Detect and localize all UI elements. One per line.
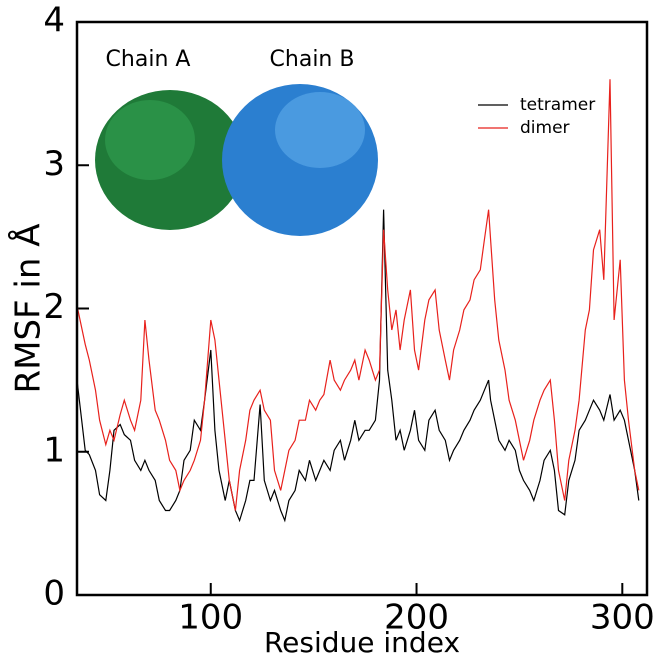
annotation: Chain B (270, 47, 355, 72)
chain-a-shape (105, 100, 195, 180)
y-tick-label: 4 (43, 1, 65, 41)
x-tick-label: 200 (384, 598, 449, 638)
y-tick-label: 0 (43, 574, 65, 614)
annotation: Chain A (106, 47, 191, 72)
data-line (76, 209, 640, 523)
y-axis-label: RMSF in Å (8, 224, 49, 394)
data-line (76, 79, 640, 511)
x-tick-label: 100 (178, 598, 243, 638)
x-axis-label: Residue index (264, 626, 460, 659)
x-tick-label: 300 (590, 598, 655, 638)
y-tick-label: 1 (43, 430, 65, 470)
chain-b-shape (275, 92, 365, 168)
legend-label: tetramer (520, 95, 595, 115)
legend-label: dimer (520, 118, 570, 138)
y-tick-label: 3 (43, 144, 65, 184)
y-tick-label: 2 (43, 287, 65, 327)
protein-inset (95, 84, 378, 236)
plot-frame (75, 20, 649, 597)
